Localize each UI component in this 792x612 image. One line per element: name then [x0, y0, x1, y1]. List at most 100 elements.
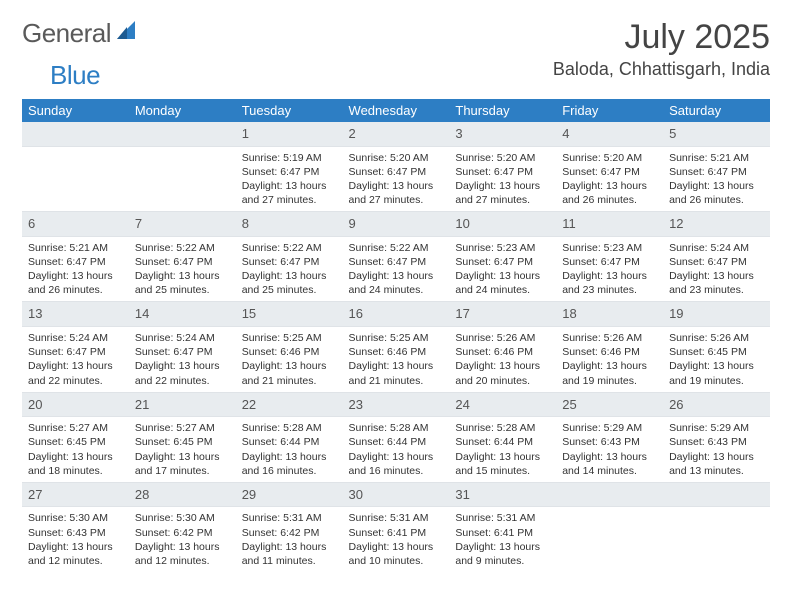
logo-text-general: General: [22, 18, 111, 49]
month-title: July 2025: [553, 18, 770, 57]
calendar-cell: 22Sunrise: 5:28 AMSunset: 6:44 PMDayligh…: [236, 392, 343, 482]
calendar-cell: 6Sunrise: 5:21 AMSunset: 6:47 PMDaylight…: [22, 212, 129, 302]
calendar-cell: 13Sunrise: 5:24 AMSunset: 6:47 PMDayligh…: [22, 302, 129, 392]
day-details: Sunrise: 5:23 AMSunset: 6:47 PMDaylight:…: [556, 237, 663, 302]
daylight-line: Daylight: 13 hours and 16 minutes.: [242, 450, 337, 478]
daylight-line: Daylight: 13 hours and 27 minutes.: [242, 179, 337, 207]
day-number: 11: [556, 212, 663, 237]
daylight-line: Daylight: 13 hours and 19 minutes.: [669, 359, 764, 387]
day-number: 28: [129, 483, 236, 508]
sunrise-line: Sunrise: 5:25 AM: [349, 331, 444, 345]
day-number: 7: [129, 212, 236, 237]
sunrise-line: Sunrise: 5:28 AM: [242, 421, 337, 435]
calendar-cell: 18Sunrise: 5:26 AMSunset: 6:46 PMDayligh…: [556, 302, 663, 392]
sunrise-line: Sunrise: 5:26 AM: [562, 331, 657, 345]
daylight-line: Daylight: 13 hours and 15 minutes.: [455, 450, 550, 478]
sunset-line: Sunset: 6:47 PM: [349, 255, 444, 269]
calendar-cell: 7Sunrise: 5:22 AMSunset: 6:47 PMDaylight…: [129, 212, 236, 302]
day-details: Sunrise: 5:23 AMSunset: 6:47 PMDaylight:…: [449, 237, 556, 302]
day-details: Sunrise: 5:20 AMSunset: 6:47 PMDaylight:…: [556, 147, 663, 212]
daylight-line: Daylight: 13 hours and 19 minutes.: [562, 359, 657, 387]
calendar-cell: 31Sunrise: 5:31 AMSunset: 6:41 PMDayligh…: [449, 482, 556, 572]
daylight-line: Daylight: 13 hours and 26 minutes.: [562, 179, 657, 207]
sunrise-line: Sunrise: 5:25 AM: [242, 331, 337, 345]
day-number: [663, 483, 770, 508]
day-number: 25: [556, 393, 663, 418]
sunrise-line: Sunrise: 5:30 AM: [135, 511, 230, 525]
sunrise-line: Sunrise: 5:22 AM: [135, 241, 230, 255]
sunrise-line: Sunrise: 5:24 AM: [135, 331, 230, 345]
day-details: Sunrise: 5:27 AMSunset: 6:45 PMDaylight:…: [129, 417, 236, 482]
calendar-cell: 19Sunrise: 5:26 AMSunset: 6:45 PMDayligh…: [663, 302, 770, 392]
daylight-line: Daylight: 13 hours and 24 minutes.: [455, 269, 550, 297]
day-details: Sunrise: 5:28 AMSunset: 6:44 PMDaylight:…: [236, 417, 343, 482]
calendar-cell: 24Sunrise: 5:28 AMSunset: 6:44 PMDayligh…: [449, 392, 556, 482]
sunset-line: Sunset: 6:45 PM: [28, 435, 123, 449]
calendar-cell: 4Sunrise: 5:20 AMSunset: 6:47 PMDaylight…: [556, 122, 663, 212]
sunset-line: Sunset: 6:41 PM: [455, 526, 550, 540]
daylight-line: Daylight: 13 hours and 22 minutes.: [135, 359, 230, 387]
daylight-line: Daylight: 13 hours and 27 minutes.: [349, 179, 444, 207]
day-header-row: Sunday Monday Tuesday Wednesday Thursday…: [22, 99, 770, 122]
daylight-line: Daylight: 13 hours and 13 minutes.: [669, 450, 764, 478]
day-header: Monday: [129, 99, 236, 122]
day-number: 2: [343, 122, 450, 147]
calendar-cell: 10Sunrise: 5:23 AMSunset: 6:47 PMDayligh…: [449, 212, 556, 302]
day-details: Sunrise: 5:25 AMSunset: 6:46 PMDaylight:…: [343, 327, 450, 392]
day-details: Sunrise: 5:31 AMSunset: 6:41 PMDaylight:…: [343, 507, 450, 572]
day-header: Wednesday: [343, 99, 450, 122]
sunrise-line: Sunrise: 5:21 AM: [28, 241, 123, 255]
sunrise-line: Sunrise: 5:20 AM: [349, 151, 444, 165]
sunset-line: Sunset: 6:47 PM: [669, 165, 764, 179]
calendar-cell: 25Sunrise: 5:29 AMSunset: 6:43 PMDayligh…: [556, 392, 663, 482]
day-details: Sunrise: 5:22 AMSunset: 6:47 PMDaylight:…: [343, 237, 450, 302]
calendar-cell: 5Sunrise: 5:21 AMSunset: 6:47 PMDaylight…: [663, 122, 770, 212]
day-number: 30: [343, 483, 450, 508]
day-details: Sunrise: 5:26 AMSunset: 6:46 PMDaylight:…: [556, 327, 663, 392]
sunset-line: Sunset: 6:47 PM: [349, 165, 444, 179]
daylight-line: Daylight: 13 hours and 12 minutes.: [135, 540, 230, 568]
day-details: Sunrise: 5:26 AMSunset: 6:46 PMDaylight:…: [449, 327, 556, 392]
calendar-cell: [663, 482, 770, 572]
calendar-cell: 2 Sunrise: 5:20 AMSunset: 6:47 PMDaylight…: [343, 122, 450, 212]
day-number: 16: [343, 302, 450, 327]
calendar-cell: 14Sunrise: 5:24 AMSunset: 6:47 PMDayligh…: [129, 302, 236, 392]
day-details: Sunrise: 5:30 AMSunset: 6:42 PMDaylight:…: [129, 507, 236, 572]
daylight-line: Daylight: 13 hours and 11 minutes.: [242, 540, 337, 568]
daylight-line: Daylight: 13 hours and 26 minutes.: [28, 269, 123, 297]
day-number: 31: [449, 483, 556, 508]
sunset-line: Sunset: 6:47 PM: [455, 165, 550, 179]
sunset-line: Sunset: 6:47 PM: [242, 255, 337, 269]
day-details: Sunrise: 5:28 AMSunset: 6:44 PMDaylight:…: [449, 417, 556, 482]
day-details: Sunrise: 5:22 AMSunset: 6:47 PMDaylight:…: [236, 237, 343, 302]
calendar-table: Sunday Monday Tuesday Wednesday Thursday…: [22, 99, 770, 572]
sunset-line: Sunset: 6:46 PM: [349, 345, 444, 359]
daylight-line: Daylight: 13 hours and 21 minutes.: [242, 359, 337, 387]
sunset-line: Sunset: 6:43 PM: [669, 435, 764, 449]
daylight-line: Daylight: 13 hours and 18 minutes.: [28, 450, 123, 478]
day-details: Sunrise: 5:29 AMSunset: 6:43 PMDaylight:…: [663, 417, 770, 482]
calendar-cell: 12Sunrise: 5:24 AMSunset: 6:47 PMDayligh…: [663, 212, 770, 302]
sunrise-line: Sunrise: 5:29 AM: [562, 421, 657, 435]
calendar-cell: [129, 122, 236, 212]
daylight-line: Daylight: 13 hours and 25 minutes.: [135, 269, 230, 297]
calendar-cell: 29Sunrise: 5:31 AMSunset: 6:42 PMDayligh…: [236, 482, 343, 572]
sunset-line: Sunset: 6:43 PM: [562, 435, 657, 449]
daylight-line: Daylight: 13 hours and 20 minutes.: [455, 359, 550, 387]
day-number: [556, 483, 663, 508]
day-number: 6: [22, 212, 129, 237]
sunset-line: Sunset: 6:47 PM: [455, 255, 550, 269]
day-header: Tuesday: [236, 99, 343, 122]
sunrise-line: Sunrise: 5:26 AM: [669, 331, 764, 345]
calendar-cell: 17Sunrise: 5:26 AMSunset: 6:46 PMDayligh…: [449, 302, 556, 392]
logo-sail-icon: [117, 21, 139, 46]
sunrise-line: Sunrise: 5:20 AM: [455, 151, 550, 165]
sunset-line: Sunset: 6:47 PM: [562, 165, 657, 179]
sunrise-line: Sunrise: 5:28 AM: [349, 421, 444, 435]
calendar-row: 27Sunrise: 5:30 AMSunset: 6:43 PMDayligh…: [22, 482, 770, 572]
day-number: 9: [343, 212, 450, 237]
sunrise-line: Sunrise: 5:23 AM: [562, 241, 657, 255]
day-number: 10: [449, 212, 556, 237]
sunrise-line: Sunrise: 5:27 AM: [28, 421, 123, 435]
sunset-line: Sunset: 6:44 PM: [349, 435, 444, 449]
